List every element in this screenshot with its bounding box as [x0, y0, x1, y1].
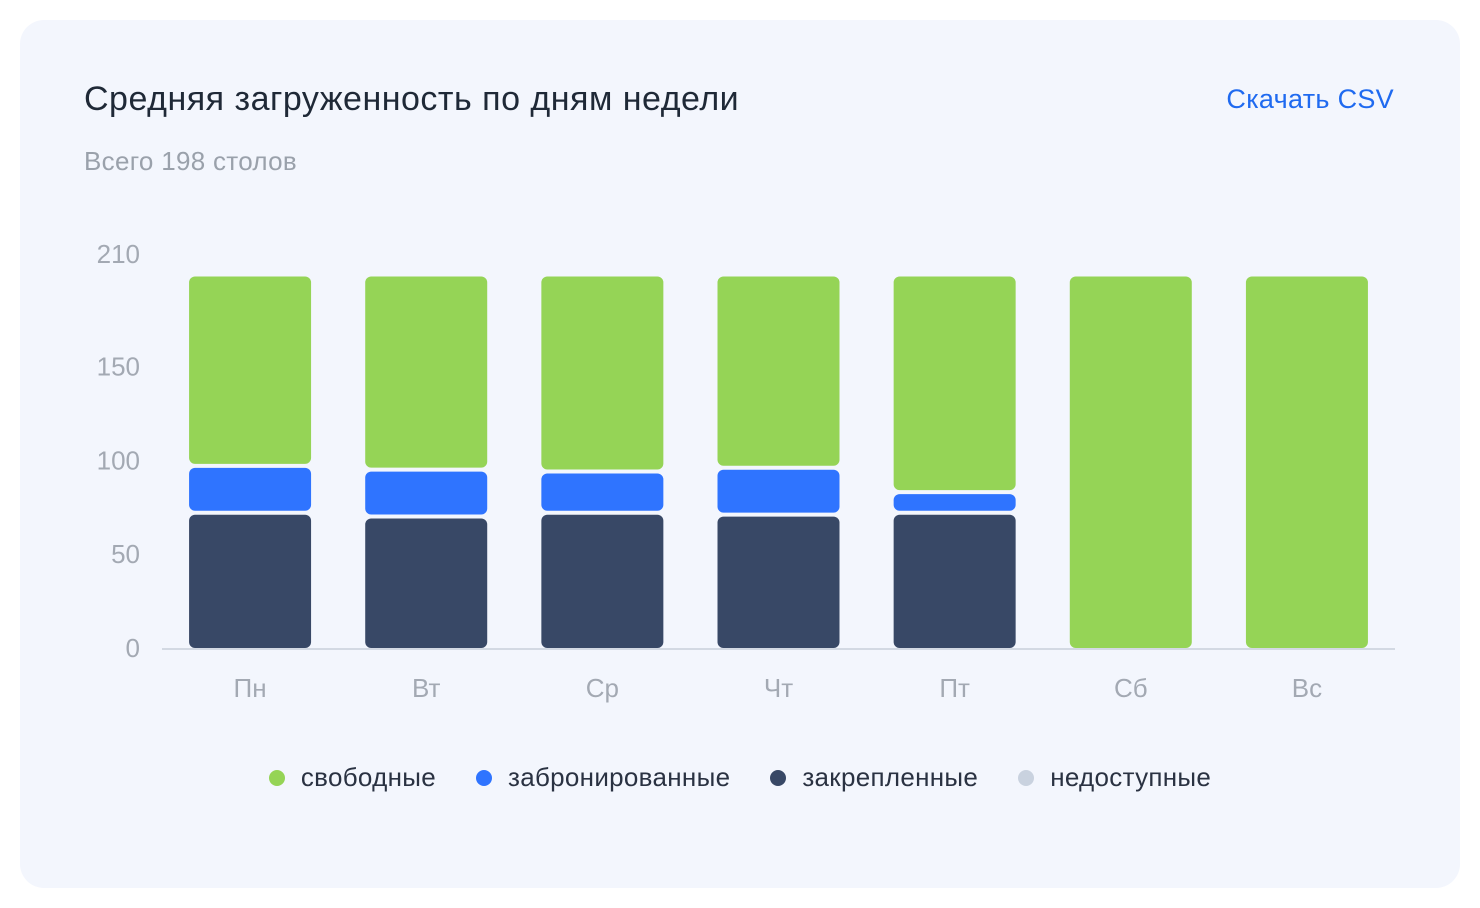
- bar-segment[interactable]: [893, 276, 1016, 491]
- x-axis-ticks: Пн Вт Ср Чт Пт Сб Вс: [234, 673, 1323, 703]
- chart-legend: свободные забронированные закрепленные н…: [20, 762, 1460, 793]
- bar-segment[interactable]: [365, 276, 488, 468]
- legend-item-free[interactable]: свободные: [268, 762, 436, 793]
- chart-title: Средняя загруженность по дням недели: [84, 80, 740, 118]
- bar-segment[interactable]: [541, 473, 664, 511]
- bar-segment[interactable]: [717, 469, 840, 513]
- y-tick-label: 100: [97, 445, 140, 475]
- legend-item-booked[interactable]: забронированные: [475, 762, 731, 793]
- bar-segment[interactable]: [893, 514, 1016, 648]
- x-tick-label: Ср: [586, 673, 619, 703]
- stacked-bar-chart: 0 50 100 150 210 Пн Вт Ср Чт Пт Сб Вс: [97, 239, 1395, 703]
- bar-segment[interactable]: [541, 276, 664, 470]
- x-tick-label: Чт: [764, 673, 793, 703]
- x-tick-label: Вт: [412, 673, 440, 703]
- chart-subtitle: Всего 198 столов: [84, 146, 298, 176]
- legend-dot-booked: [475, 769, 492, 786]
- bar-segment[interactable]: [1245, 276, 1368, 648]
- bar-segment[interactable]: [189, 467, 312, 511]
- x-tick-label: Сб: [1114, 673, 1148, 703]
- bar-segment[interactable]: [893, 494, 1016, 511]
- bar-segment[interactable]: [717, 276, 840, 466]
- bar-segment[interactable]: [365, 471, 488, 515]
- x-tick-label: Пт: [939, 673, 970, 703]
- legend-label: закрепленные: [802, 762, 979, 792]
- chart-card: Средняя загруженность по дням недели Все…: [20, 20, 1460, 888]
- download-csv-link[interactable]: Скачать CSV: [1226, 84, 1394, 114]
- x-tick-label: Пн: [234, 673, 267, 703]
- bars: [189, 276, 1368, 648]
- x-tick-label: Вс: [1292, 673, 1322, 703]
- legend-item-unavailable[interactable]: недоступные: [1018, 762, 1211, 793]
- y-tick-label: 0: [126, 633, 140, 663]
- legend-dot-unavailable: [1018, 769, 1035, 786]
- legend-item-fixed[interactable]: закрепленные: [770, 762, 978, 793]
- legend-label: недоступные: [1050, 762, 1212, 792]
- y-tick-label: 50: [111, 539, 140, 569]
- legend-label: свободные: [300, 762, 436, 792]
- bar-segment[interactable]: [717, 516, 840, 648]
- bar-segment[interactable]: [189, 276, 312, 464]
- bar-segment[interactable]: [541, 514, 664, 648]
- y-tick-label: 210: [97, 239, 140, 269]
- bar-segment[interactable]: [189, 514, 312, 648]
- y-axis-ticks: 0 50 100 150 210: [97, 239, 140, 663]
- legend-label: забронированные: [507, 762, 731, 792]
- bar-segment[interactable]: [1069, 276, 1192, 648]
- y-tick-label: 150: [97, 352, 140, 382]
- legend-dot-free: [268, 769, 285, 786]
- bar-segment[interactable]: [365, 518, 488, 648]
- legend-dot-fixed: [770, 769, 787, 786]
